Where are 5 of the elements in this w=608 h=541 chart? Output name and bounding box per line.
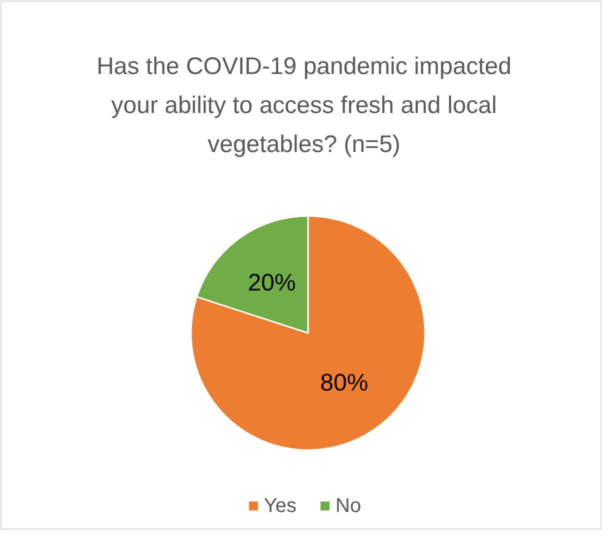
legend-label: No	[336, 495, 362, 517]
chart-title: Has the COVID-19 pandemic impacted your ability to access fresh and local vegetables? (n=5)	[96, 53, 512, 158]
data-label: 20%	[248, 270, 296, 297]
legend-label: Yes	[264, 495, 297, 517]
data-label: 80%	[320, 369, 368, 396]
